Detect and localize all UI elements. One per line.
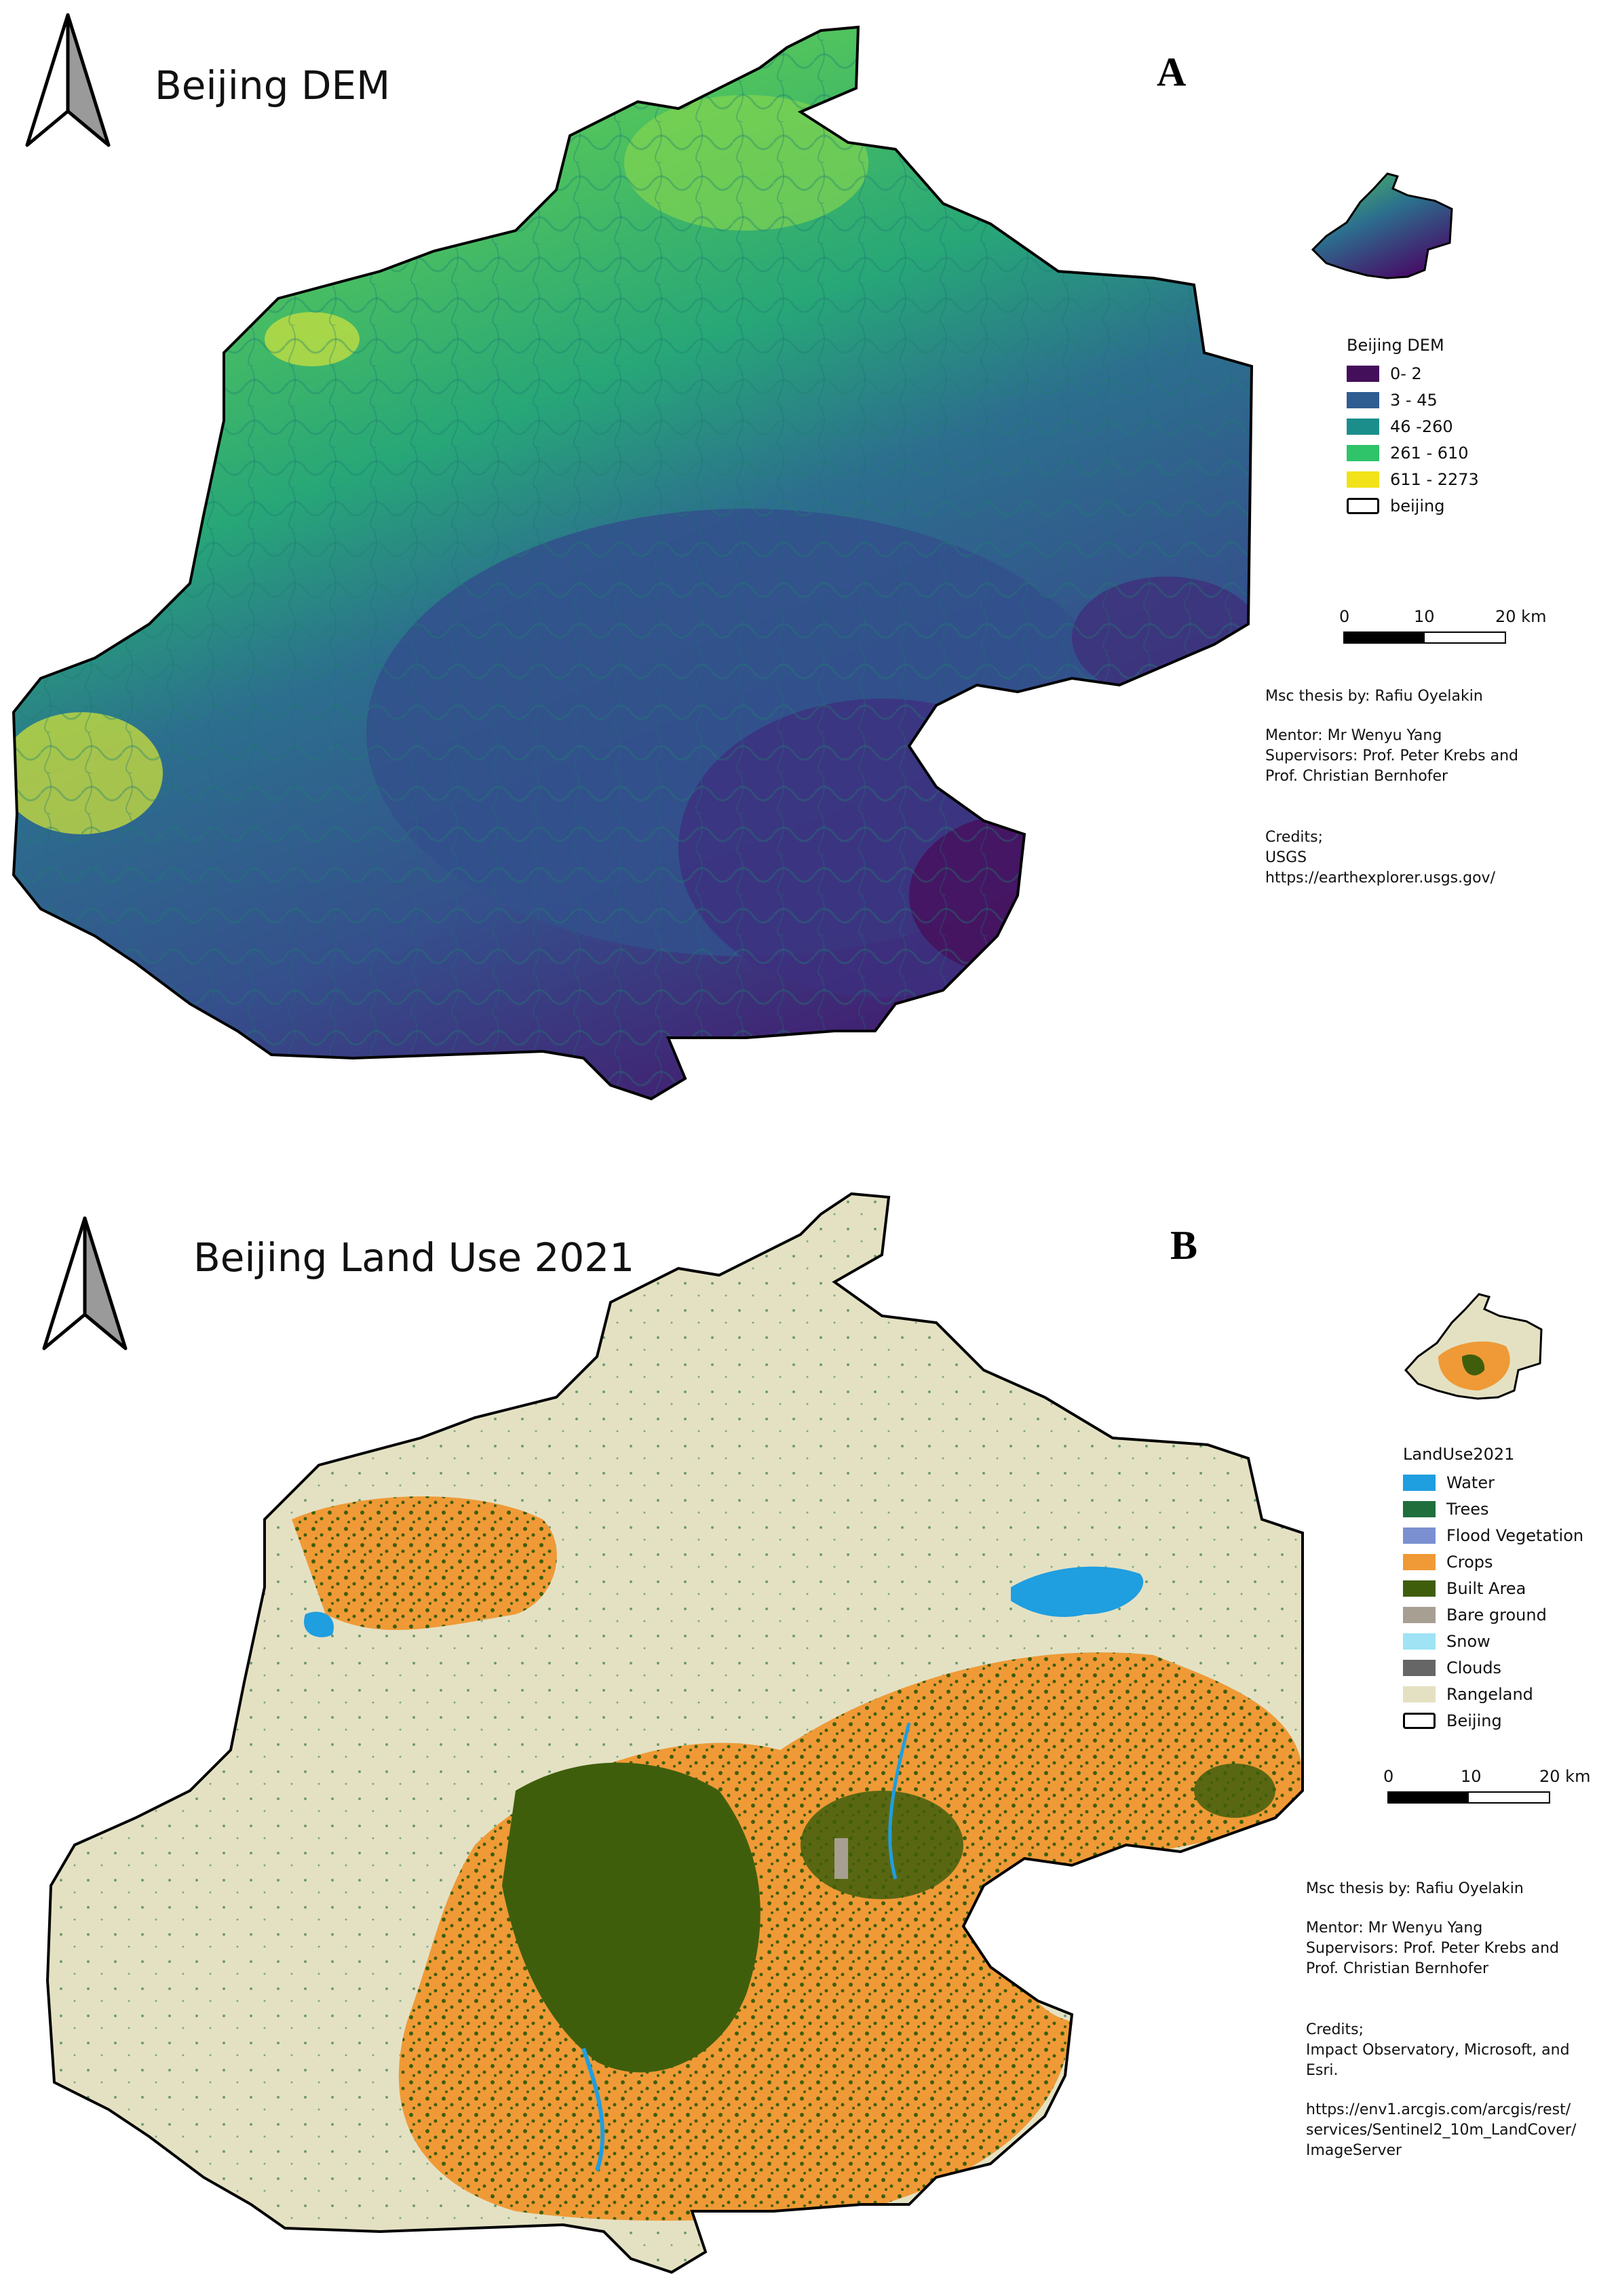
credits-url: ImageServer: [1306, 2142, 1402, 2159]
map-title: Beijing DEM: [155, 62, 391, 109]
legend-label: 0- 2: [1390, 364, 1422, 383]
legend-label: Flood Vegetation: [1446, 1525, 1584, 1545]
supervisors: Supervisors: Prof. Peter Krebs and: [1306, 1940, 1560, 1957]
legend-swatch: [1347, 365, 1379, 382]
scale-bar: 0 10 20 km: [1383, 1767, 1597, 1804]
legend-swatch: [1403, 1474, 1436, 1491]
north-arrow-icon: [42, 1216, 128, 1350]
panel-letter: A: [1157, 50, 1187, 94]
scale-label: 10: [1461, 1767, 1482, 1786]
supervisors: Prof. Christian Bernhofer: [1306, 1960, 1489, 1977]
legend: Beijing DEM 0- 2 3 - 45 46 -260 261 - 61…: [1347, 336, 1479, 519]
mentor: Mentor: Mr Wenyu Yang: [1306, 1920, 1483, 1937]
scale-bar: 0 10 20 km: [1339, 607, 1560, 644]
legend-label: beijing: [1390, 496, 1445, 515]
legend-label: Water: [1446, 1473, 1495, 1492]
legend-item: Trees: [1403, 1496, 1583, 1522]
legend-swatch: [1347, 391, 1379, 408]
legend-swatch: [1403, 1500, 1436, 1517]
scale-label: 0: [1339, 607, 1350, 626]
legend-swatch: [1403, 1606, 1436, 1623]
thesis-author: Msc thesis by: Rafiu Oyelakin: [1265, 688, 1483, 705]
legend-item: 46 -260: [1347, 413, 1479, 440]
scale-label: 0: [1383, 1767, 1394, 1786]
legend-item: beijing: [1347, 492, 1479, 519]
legend-swatch: [1403, 1686, 1436, 1702]
legend-item: 0- 2: [1347, 360, 1479, 387]
inset-locator-map: [1311, 172, 1453, 279]
legend-swatch: [1403, 1633, 1436, 1650]
panel-landuse-map: Beijing Land Use 2021 B LandUse2021 Wate…: [0, 1167, 1597, 2296]
map-credits: Msc thesis by: Rafiu Oyelakin Mentor: Mr…: [1306, 1879, 1591, 2180]
legend-title: Beijing DEM: [1347, 336, 1444, 355]
legend-item: Rangeland: [1403, 1681, 1583, 1707]
legend-label: Crops: [1446, 1552, 1493, 1572]
scale-label: 10: [1414, 607, 1435, 626]
map-title: Beijing Land Use 2021: [193, 1234, 635, 1281]
legend-item: Bare ground: [1403, 1601, 1583, 1628]
legend-label: Snow: [1446, 1631, 1490, 1651]
legend-swatch: [1403, 1580, 1436, 1597]
scale-label: 20 km: [1495, 607, 1547, 626]
legend: LandUse2021 Water Trees Flood Vegetation…: [1403, 1445, 1583, 1734]
legend-item: Flood Vegetation: [1403, 1522, 1583, 1549]
inset-locator-map: [1404, 1293, 1543, 1400]
credits-source: USGS: [1265, 849, 1307, 866]
panel-dem-map: Beijing DEM A Beijing DEM 0- 2 3 - 45 46…: [0, 0, 1597, 1119]
credits-label: Credits;: [1306, 2021, 1364, 2038]
scale-label: 20 km: [1539, 1767, 1591, 1786]
credits-source: Impact Observatory, Microsoft, and: [1306, 2042, 1570, 2059]
legend-label: Trees: [1446, 1499, 1489, 1519]
thesis-author: Msc thesis by: Rafiu Oyelakin: [1306, 1880, 1524, 1897]
supervisors: Prof. Christian Bernhofer: [1265, 768, 1448, 785]
credits-url: services/Sentinel2_10m_LandCover/: [1306, 2122, 1577, 2139]
credits-url: https://env1.arcgis.com/arcgis/rest/: [1306, 2101, 1571, 2118]
legend-swatch: [1403, 1527, 1436, 1544]
legend-swatch: [1347, 444, 1379, 461]
legend-swatch: [1347, 471, 1379, 488]
legend-label: Built Area: [1446, 1578, 1526, 1598]
legend-item: Clouds: [1403, 1654, 1583, 1681]
legend-label: Rangeland: [1446, 1684, 1533, 1704]
legend-label: Clouds: [1446, 1658, 1502, 1677]
map-credits: Msc thesis by: Rafiu Oyelakin Mentor: Mr…: [1265, 686, 1550, 908]
supervisors: Supervisors: Prof. Peter Krebs and: [1265, 747, 1519, 764]
credits-source: Esri.: [1306, 2062, 1339, 2079]
legend-swatch: [1347, 497, 1379, 514]
credits-label: Credits;: [1265, 829, 1324, 846]
legend-item: Water: [1403, 1469, 1583, 1496]
panel-letter: B: [1170, 1223, 1198, 1268]
legend-label: Beijing: [1446, 1711, 1502, 1730]
mentor: Mentor: Mr Wenyu Yang: [1265, 727, 1442, 744]
legend-item: Built Area: [1403, 1575, 1583, 1601]
legend-swatch: [1403, 1712, 1436, 1729]
landuse-map: [46, 1192, 1304, 2274]
credits-url: https://earthexplorer.usgs.gov/: [1265, 870, 1495, 887]
legend-item: 261 - 610: [1347, 440, 1479, 466]
legend-swatch: [1347, 418, 1379, 435]
legend-label: 261 - 610: [1390, 443, 1469, 463]
legend-label: 611 - 2273: [1390, 469, 1479, 489]
legend-swatch: [1403, 1553, 1436, 1570]
legend-item: 611 - 2273: [1347, 466, 1479, 492]
north-arrow-icon: [25, 13, 111, 147]
legend-label: Bare ground: [1446, 1605, 1547, 1624]
legend-swatch: [1403, 1659, 1436, 1676]
legend-title: LandUse2021: [1403, 1445, 1515, 1464]
legend-item: Snow: [1403, 1628, 1583, 1654]
legend-item: 3 - 45: [1347, 387, 1479, 413]
legend-label: 3 - 45: [1390, 390, 1438, 410]
legend-item: Beijing: [1403, 1707, 1583, 1734]
dem-map: [12, 26, 1253, 1100]
legend-label: 46 -260: [1390, 416, 1453, 436]
legend-item: Crops: [1403, 1549, 1583, 1575]
